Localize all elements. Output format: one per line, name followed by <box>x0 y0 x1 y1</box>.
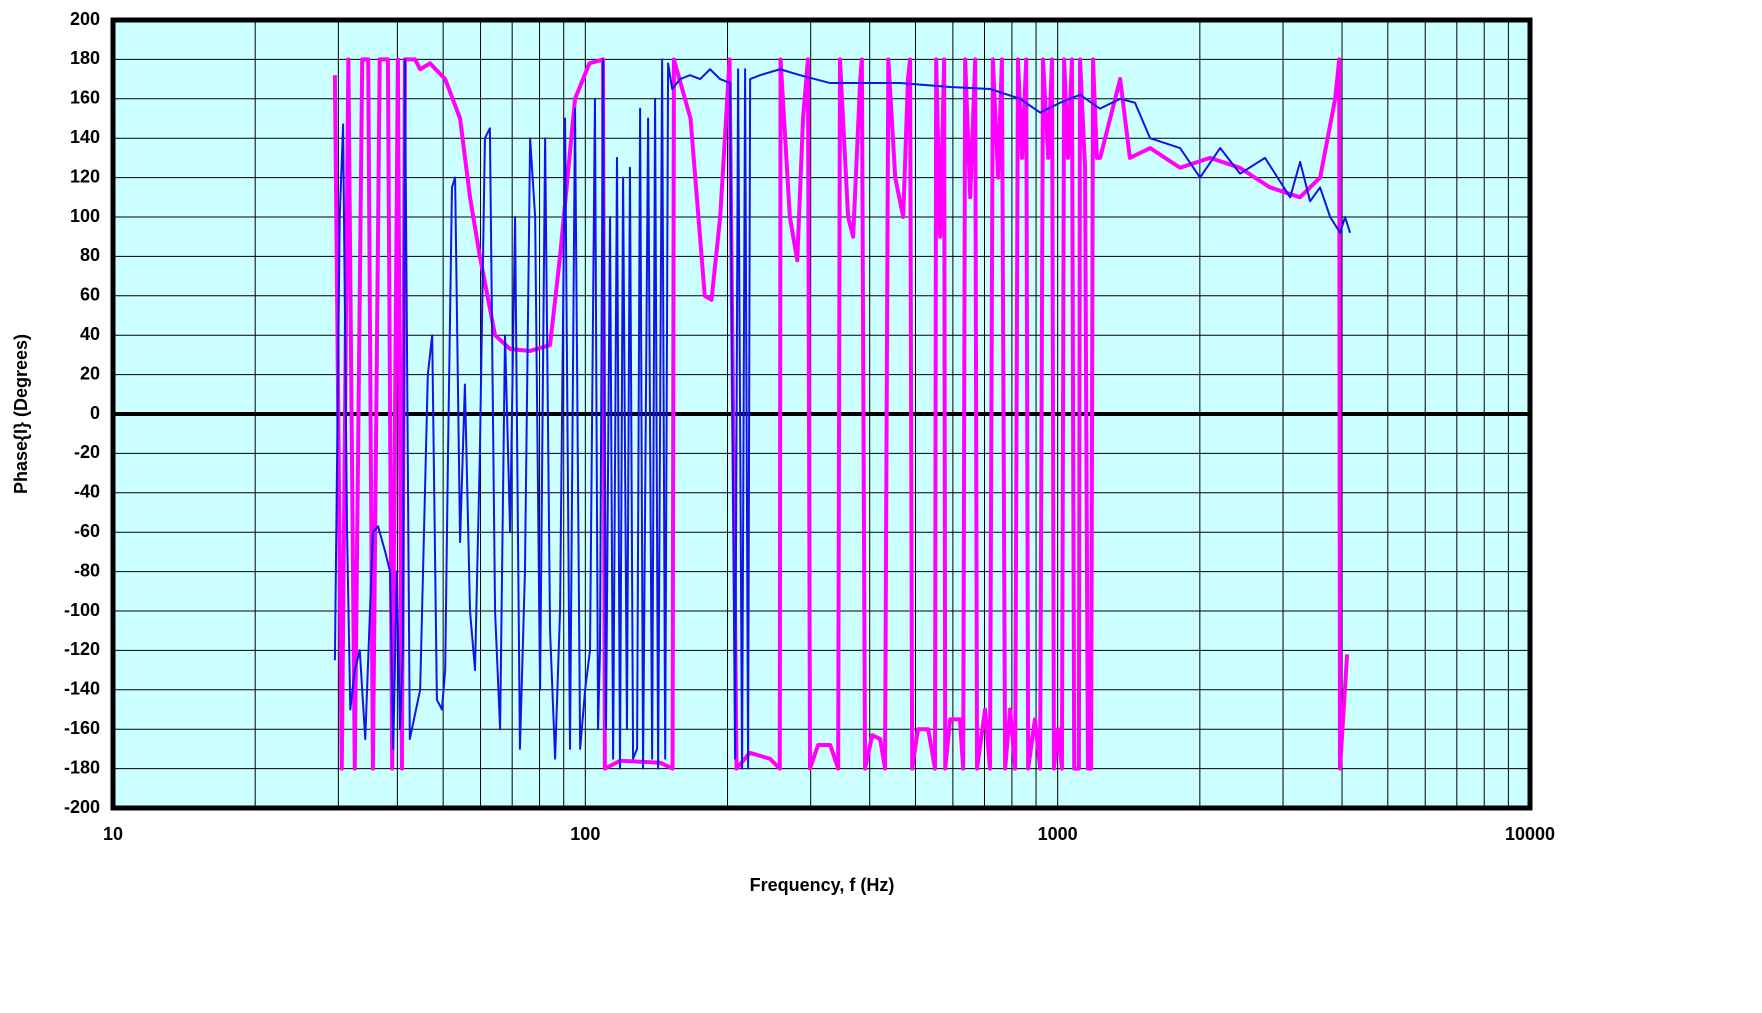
y-tick-label: -140 <box>64 679 100 699</box>
y-tick-label: 180 <box>70 48 100 68</box>
y-tick-label: 80 <box>80 245 100 265</box>
y-tick-label: -100 <box>64 600 100 620</box>
labels: 10 100 1000 10000-200-180-160-140-120-100-8… <box>64 9 1555 844</box>
y-tick-label: -40 <box>74 482 100 502</box>
y-tick-label: -180 <box>64 757 100 777</box>
y-tick-label: 100 <box>70 206 100 226</box>
y-tick-label: -160 <box>64 718 100 738</box>
plot-border <box>110 17 1533 811</box>
y-axis-label: Phase{I} (Degrees) <box>11 334 31 494</box>
y-tick-label: -60 <box>74 521 100 541</box>
y-tick-label: 20 <box>80 363 100 383</box>
lines <box>332 57 1352 771</box>
y-tick-label: 0 <box>90 403 100 423</box>
grid <box>112 19 1531 809</box>
y-tick-label: 160 <box>70 88 100 108</box>
y-tick-label: -200 <box>64 797 100 817</box>
x-tick-label: 1000 <box>1038 824 1078 844</box>
series-line <box>333 58 1352 770</box>
y-tick-label: -120 <box>64 639 100 659</box>
y-tick-label: 200 <box>70 9 100 29</box>
x-tick-label: 100 <box>570 824 600 844</box>
y-tick-label: 60 <box>80 285 100 305</box>
y-tick-label: -20 <box>74 442 100 462</box>
x-tick-label: 10 <box>103 824 123 844</box>
x-tick-label: 10000 <box>1505 824 1555 844</box>
y-tick-label: 120 <box>70 166 100 186</box>
y-tick-label: 40 <box>80 324 100 344</box>
y-tick-label: -80 <box>74 560 100 580</box>
y-tick-label: 140 <box>70 127 100 147</box>
x-axis-label: Frequency, f (Hz) <box>750 875 895 895</box>
